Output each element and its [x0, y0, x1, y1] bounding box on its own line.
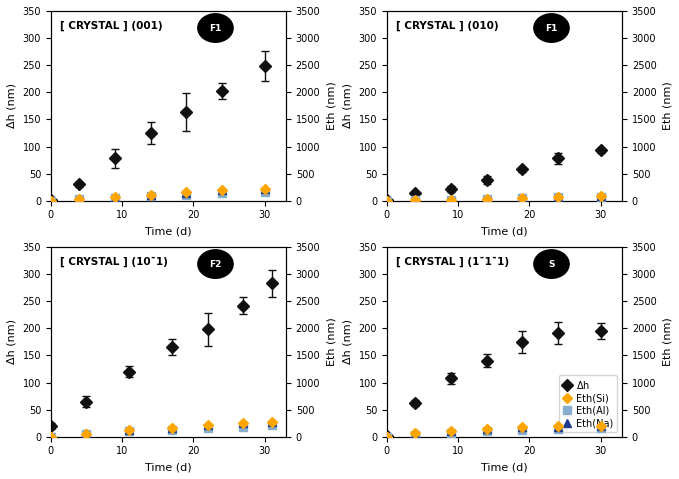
Circle shape — [534, 14, 569, 42]
Text: [ CRYSTAL ] (1¯1¯1): [ CRYSTAL ] (1¯1¯1) — [397, 256, 509, 267]
Text: S: S — [548, 260, 555, 269]
Y-axis label: Δh (nm): Δh (nm) — [343, 83, 353, 128]
Text: [ CRYSTAL ] (10¯1): [ CRYSTAL ] (10¯1) — [60, 256, 168, 267]
X-axis label: Time (d): Time (d) — [481, 462, 528, 472]
Text: [ CRYSTAL ] (010): [ CRYSTAL ] (010) — [397, 21, 499, 31]
Y-axis label: Eth (nm): Eth (nm) — [326, 81, 336, 130]
X-axis label: Time (d): Time (d) — [481, 226, 528, 236]
Y-axis label: Δh (nm): Δh (nm) — [343, 319, 353, 365]
Y-axis label: Eth (nm): Eth (nm) — [326, 318, 336, 366]
Legend: $\Delta$h, Eth(Si), Eth(Al), Eth(Na): $\Delta$h, Eth(Si), Eth(Al), Eth(Na) — [559, 375, 617, 432]
Text: F2: F2 — [209, 260, 221, 269]
X-axis label: Time (d): Time (d) — [145, 226, 191, 236]
Y-axis label: Δh (nm): Δh (nm) — [7, 319, 17, 365]
Y-axis label: Eth (nm): Eth (nm) — [662, 81, 672, 130]
Text: [ CRYSTAL ] (001): [ CRYSTAL ] (001) — [60, 21, 163, 31]
Y-axis label: Δh (nm): Δh (nm) — [7, 83, 17, 128]
Y-axis label: Eth (nm): Eth (nm) — [662, 318, 672, 366]
Circle shape — [534, 250, 569, 278]
X-axis label: Time (d): Time (d) — [145, 462, 191, 472]
Text: F1: F1 — [545, 23, 557, 33]
Circle shape — [198, 14, 233, 42]
Text: F1: F1 — [209, 23, 221, 33]
Circle shape — [198, 250, 233, 278]
